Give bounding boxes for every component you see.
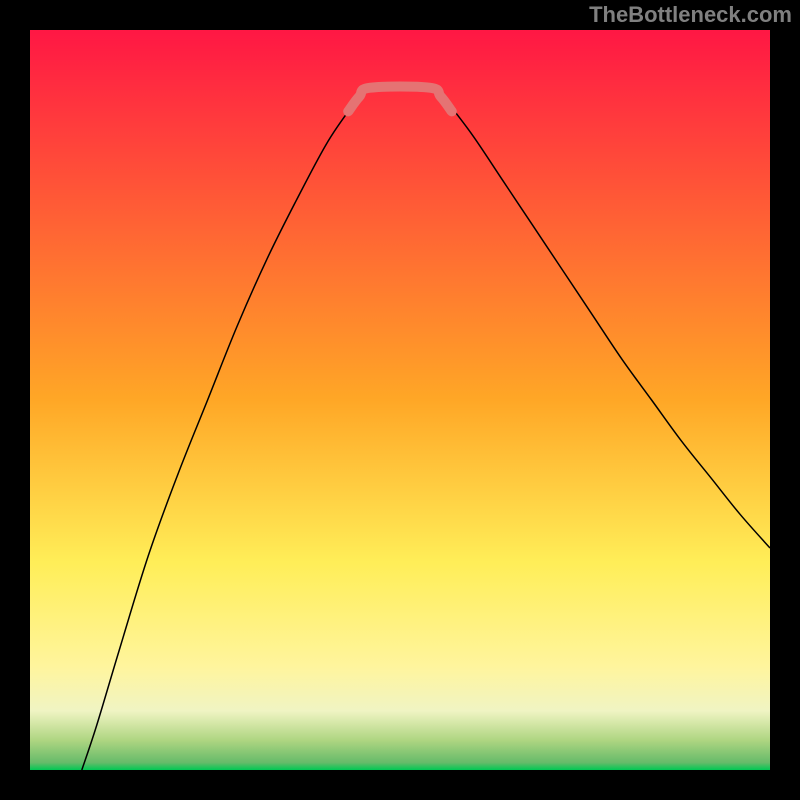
bottleneck-chart	[30, 30, 770, 770]
watermark-text: TheBottleneck.com	[589, 2, 792, 28]
chart-svg	[30, 30, 770, 770]
